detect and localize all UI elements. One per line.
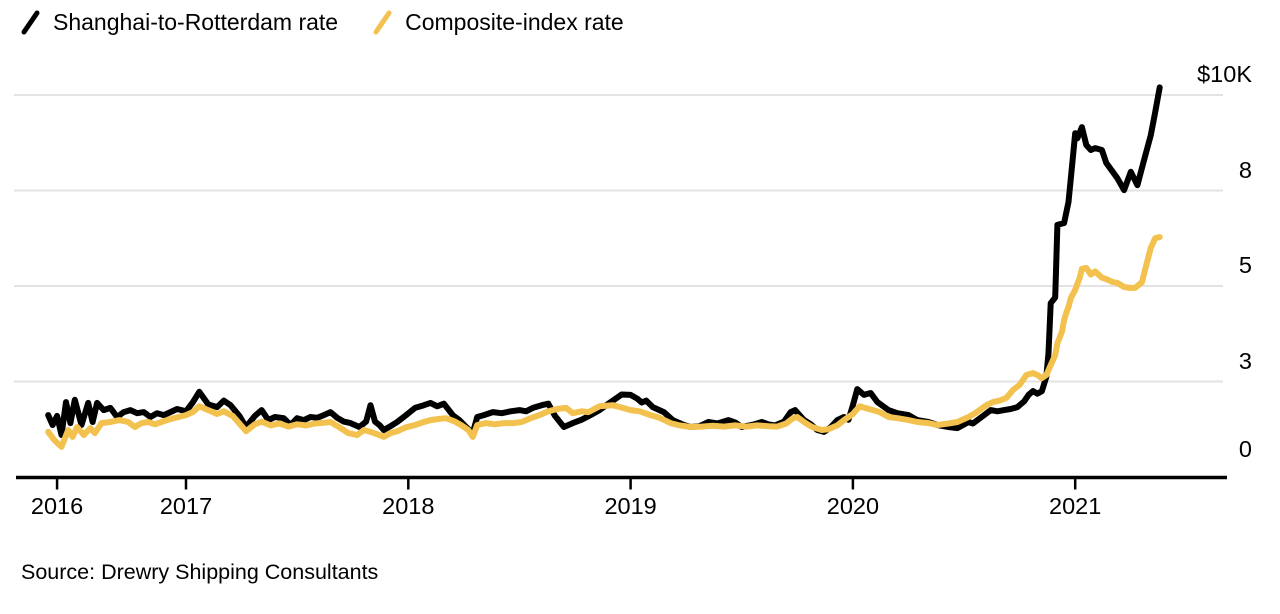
x-axis-label-2019: 2019 (604, 493, 657, 519)
legend-label-composite-index: Composite-index rate (405, 9, 624, 35)
series-line-composite-index (45, 234, 1163, 450)
x-axis-label-2021: 2021 (1049, 493, 1102, 519)
gold-slash-legend-icon (373, 10, 392, 35)
legend-label-shanghai-rotterdam: Shanghai-to-Rotterdam rate (53, 9, 339, 35)
series-line-shanghai-rotterdam (45, 84, 1163, 438)
legend-item-composite-index: Composite-index rate (372, 9, 624, 36)
source-note: Source: Drewry Shipping Consultants (21, 560, 379, 584)
x-axis-label-2018: 2018 (382, 493, 435, 519)
x-axis-label-2020: 2020 (826, 493, 880, 519)
chart-legend: Shanghai-to-Rotterdam rate Composite-ind… (20, 9, 624, 36)
x-axis-label-2017: 2017 (159, 493, 213, 519)
x-axis-label-2016: 2016 (30, 493, 84, 519)
y-axis-label-8: 8 (1238, 156, 1252, 183)
y-axis-label-5: 5 (1238, 252, 1252, 278)
y-axis-label-0: 0 (1238, 436, 1252, 462)
y-axis-label-3: 3 (1238, 347, 1252, 374)
black-slash-legend-icon (21, 10, 40, 35)
legend-item-shanghai-rotterdam: Shanghai-to-Rotterdam rate (20, 9, 338, 36)
y-axis-label-10k: $10K (1197, 61, 1252, 87)
